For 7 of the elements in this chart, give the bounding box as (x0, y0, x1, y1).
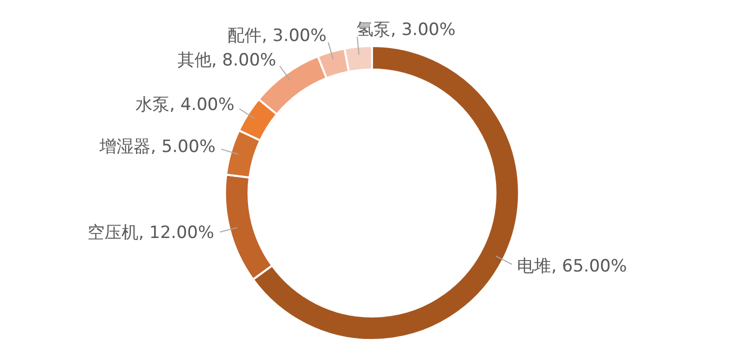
slice-label: 增湿器, 5.00% (98, 136, 216, 157)
slice-label: 其他, 8.00% (177, 50, 276, 71)
slice-label: 水泵, 4.00% (136, 95, 234, 116)
slice-label: 电堆, 65.00% (517, 256, 627, 276)
slice-label: 氢泵, 3.00% (356, 20, 456, 40)
slice-label: 空压机, 12.00% (87, 222, 214, 243)
slice-label: 配件, 3.00% (228, 26, 327, 46)
